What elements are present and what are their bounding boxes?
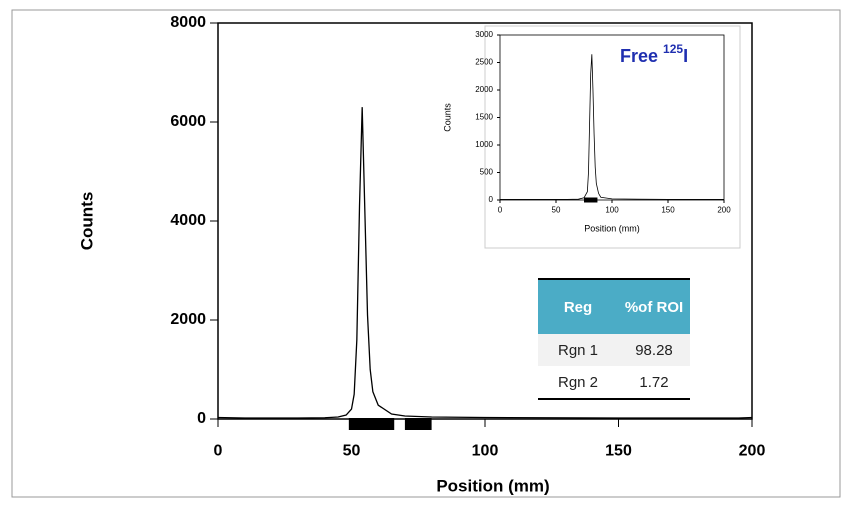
y-tick-label: 6000 xyxy=(170,113,206,130)
x-tick-label: 150 xyxy=(661,205,675,214)
x-axis-label: Position (mm) xyxy=(436,476,549,495)
x-tick-label: 0 xyxy=(214,443,223,460)
y-axis-label: Counts xyxy=(77,192,96,251)
y-tick-label: 3000 xyxy=(475,30,493,39)
y-tick-label: 8000 xyxy=(170,14,206,31)
roi-table: Reg %of ROI Rgn 1 98.28 Rgn 2 1.72 xyxy=(538,278,690,400)
title-tail: I xyxy=(683,46,688,66)
inset-title: Free 125I xyxy=(620,42,688,66)
roi-bar xyxy=(348,418,395,430)
frame xyxy=(11,9,841,498)
y-tick-label: 1000 xyxy=(475,140,493,149)
y-tick-label: 500 xyxy=(480,168,494,177)
y-tick-label: 0 xyxy=(197,410,206,427)
table-row: Rgn 1 98.28 xyxy=(538,334,690,366)
x-tick-label: 200 xyxy=(717,205,731,214)
x-tick-label: 200 xyxy=(739,443,766,460)
x-tick-label: 100 xyxy=(472,443,499,460)
x-tick-label: 50 xyxy=(343,443,361,460)
y-tick-label: 4000 xyxy=(170,212,206,229)
header-cell: %of ROI xyxy=(618,279,690,334)
y-tick-label: 2000 xyxy=(170,311,206,328)
table-header: Reg %of ROI xyxy=(538,279,690,334)
x-tick-label: 100 xyxy=(605,205,619,214)
y-axis-label: Counts xyxy=(442,103,452,132)
data-line xyxy=(500,54,724,200)
x-tick-label: 0 xyxy=(498,205,503,214)
cell: Rgn 2 xyxy=(538,366,618,400)
y-tick-label: 0 xyxy=(489,195,494,204)
y-tick-label: 2500 xyxy=(475,58,493,67)
x-tick-label: 150 xyxy=(605,443,632,460)
table-row: Rgn 2 1.72 xyxy=(538,366,690,400)
cell: Rgn 1 xyxy=(538,334,618,366)
x-tick-label: 50 xyxy=(552,205,561,214)
x-axis-label: Position (mm) xyxy=(584,223,640,233)
cell: 1.72 xyxy=(618,366,690,400)
roi-bar xyxy=(584,197,598,203)
header-cell: Reg xyxy=(538,279,618,334)
y-tick-label: 2000 xyxy=(475,85,493,94)
inset-frame xyxy=(484,25,741,249)
roi-bar xyxy=(404,418,432,430)
cell: 98.28 xyxy=(618,334,690,366)
title-superscript: 125 xyxy=(663,42,683,56)
data-line xyxy=(217,107,753,419)
title-text: Free xyxy=(620,46,663,66)
y-tick-label: 1500 xyxy=(475,113,493,122)
